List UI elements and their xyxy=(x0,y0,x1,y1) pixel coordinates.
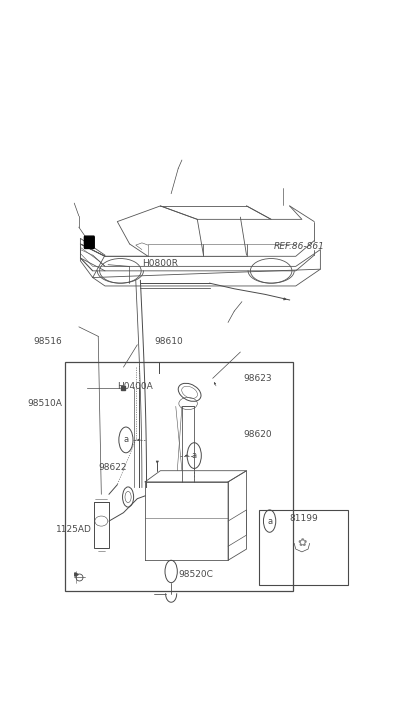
Text: 98510A: 98510A xyxy=(27,399,62,408)
Text: 98622: 98622 xyxy=(99,463,127,473)
FancyBboxPatch shape xyxy=(85,236,94,249)
Text: a: a xyxy=(192,451,197,460)
Text: a: a xyxy=(123,435,129,444)
Bar xyxy=(94,502,109,548)
Text: REF.86-861: REF.86-861 xyxy=(274,242,325,252)
Text: 98620: 98620 xyxy=(243,430,272,439)
Bar xyxy=(259,510,348,585)
Text: 81199: 81199 xyxy=(289,514,318,523)
Text: a: a xyxy=(267,517,272,526)
Text: H0400A: H0400A xyxy=(118,382,153,391)
Text: 98610: 98610 xyxy=(154,337,183,347)
Text: 98516: 98516 xyxy=(33,337,62,347)
Text: 1125AD: 1125AD xyxy=(56,525,92,534)
Bar xyxy=(65,361,293,591)
Text: H0800R: H0800R xyxy=(143,259,178,268)
Text: 98623: 98623 xyxy=(243,374,272,383)
Text: ✿: ✿ xyxy=(297,539,306,548)
Text: 98520C: 98520C xyxy=(179,570,214,579)
